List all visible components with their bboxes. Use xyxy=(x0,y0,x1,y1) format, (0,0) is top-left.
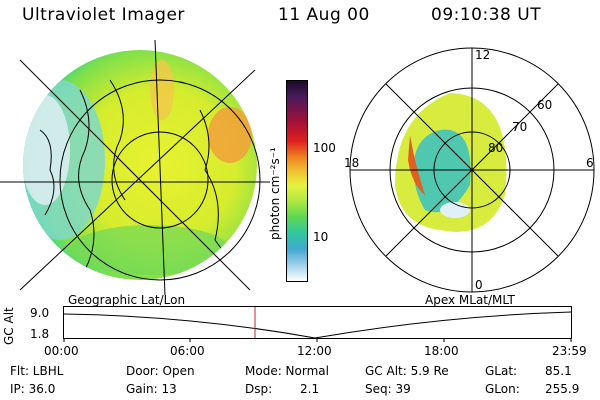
x-tick-2359: 23:59 xyxy=(552,344,587,358)
header-time: 09:10:38 UT xyxy=(431,5,542,25)
apex-caption: Apex MLat/MLT xyxy=(425,293,515,307)
mlt-0: 0 xyxy=(475,278,483,292)
dsp-label: Dsp: xyxy=(245,382,273,396)
seq-info: Seq: 39 xyxy=(365,382,411,396)
glat-label: GLat: xyxy=(485,364,518,378)
x-tick-0000: 00:00 xyxy=(44,344,79,358)
gain-info: Gain: 13 xyxy=(126,382,177,396)
colorbar-tick-100: 100 xyxy=(313,141,336,155)
apex-polar-plot: 12 0 18 6 60 70 80 xyxy=(344,47,595,293)
glon-value: 255.9 xyxy=(545,382,580,396)
timeline-yaxis-label: GC Alt xyxy=(2,307,16,345)
app-title: Ultraviolet Imager xyxy=(22,5,185,25)
glat-value: 85.1 xyxy=(545,364,572,378)
timeline-plot xyxy=(63,306,572,342)
x-tick-0600: 06:00 xyxy=(170,344,205,358)
mlat-70: 70 xyxy=(512,120,527,134)
header-date: 11 Aug 00 xyxy=(278,5,370,25)
colorbar-tick-10: 10 xyxy=(313,230,329,244)
filter-info: Flt: LBHL xyxy=(10,364,64,378)
mlat-60: 60 xyxy=(537,98,552,112)
mlt-18: 18 xyxy=(344,156,359,170)
colorbar-label: photon cm⁻²s⁻¹ xyxy=(268,147,282,240)
mlt-6: 6 xyxy=(586,156,594,170)
geographic-image xyxy=(0,40,270,295)
mode-info: Mode: Normal xyxy=(245,364,329,378)
mlt-12: 12 xyxy=(475,48,490,62)
x-tick-1800: 18:00 xyxy=(424,344,459,358)
timeline-ymin: 1.8 xyxy=(30,327,50,341)
colorbar xyxy=(286,80,308,282)
dsp-value: 2.1 xyxy=(300,382,320,396)
gcalt-info: GC Alt: 5.9 Re xyxy=(365,364,449,378)
geo-caption: Geographic Lat/Lon xyxy=(68,293,186,307)
glon-label: GLon: xyxy=(485,382,520,396)
timeline-ymax: 9.0 xyxy=(30,306,50,320)
door-info: Door: Open xyxy=(126,364,195,378)
ip-info: IP: 36.0 xyxy=(10,382,56,396)
x-tick-1200: 12:00 xyxy=(297,344,332,358)
mlat-80: 80 xyxy=(488,141,503,155)
